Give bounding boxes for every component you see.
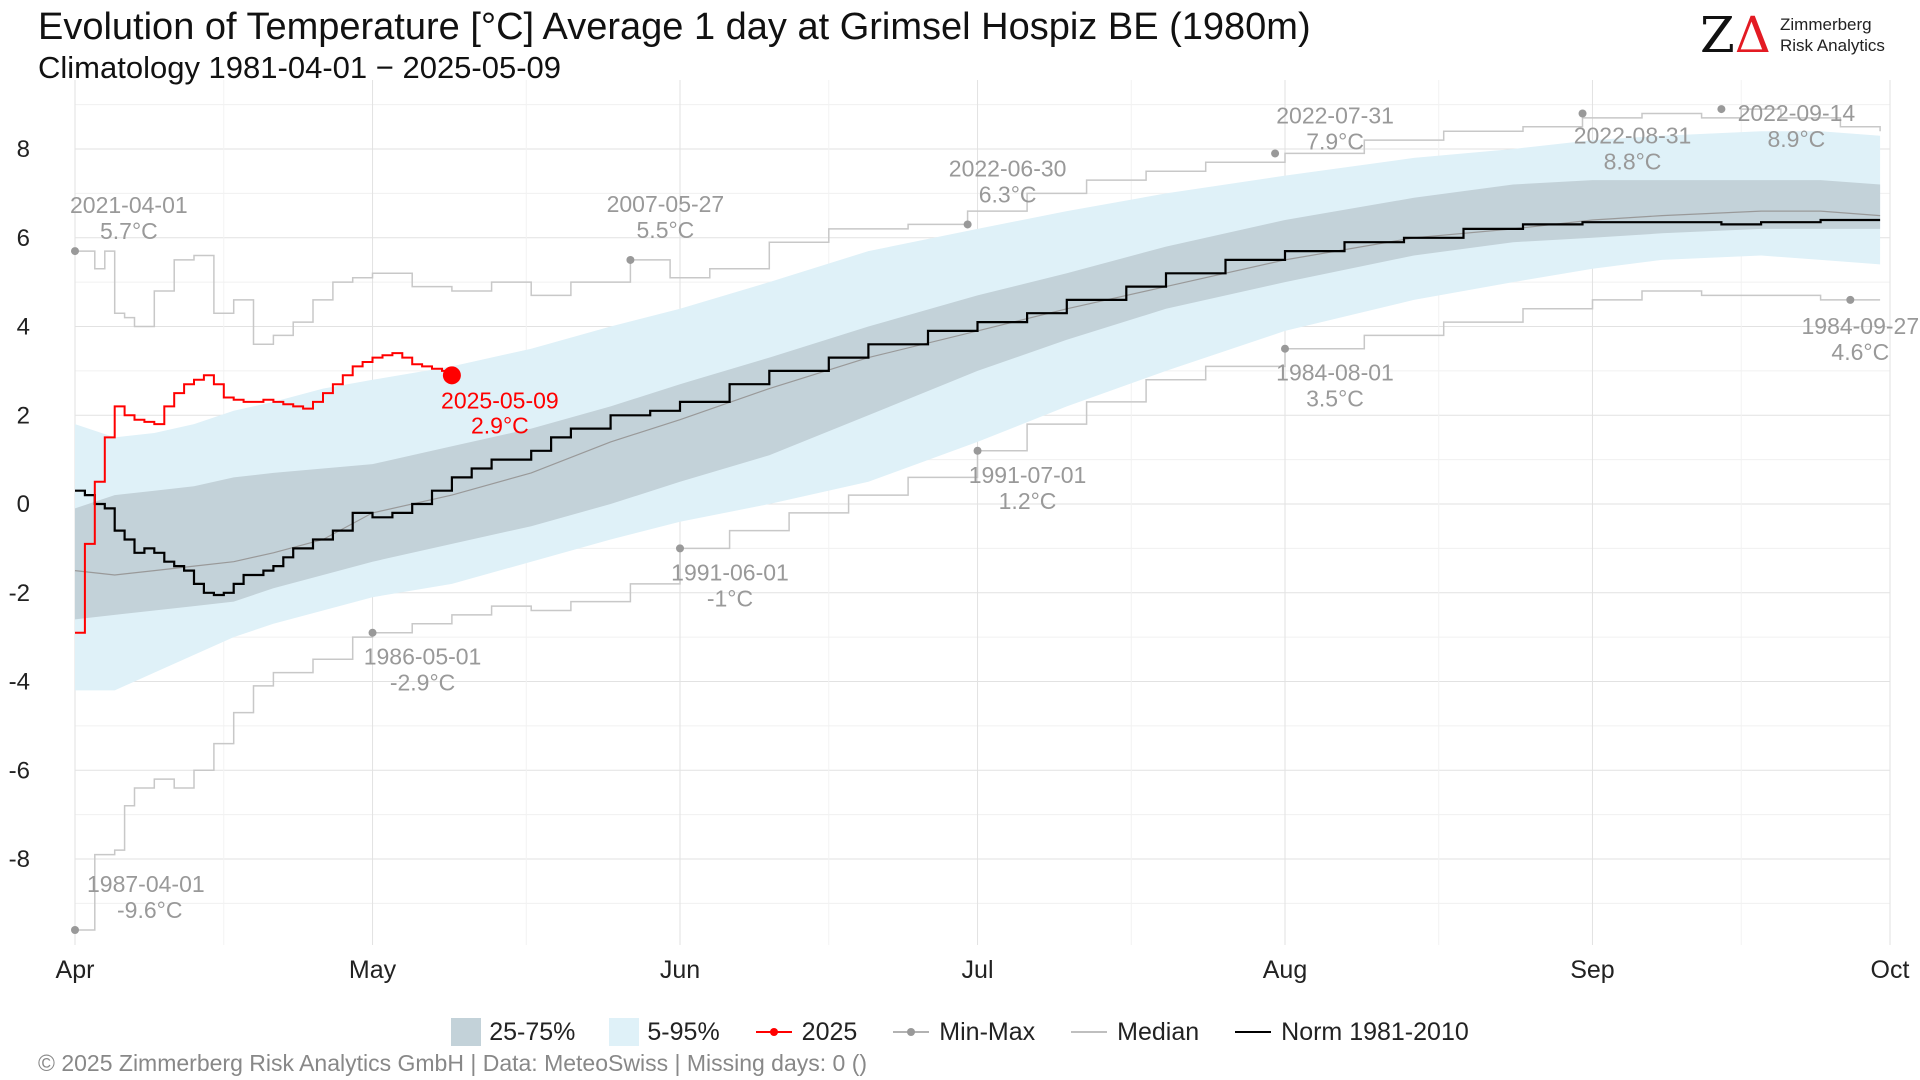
record-value-label: 5.5°C [637, 217, 695, 243]
record-point [973, 446, 982, 455]
page-title: Evolution of Temperature [°C] Average 1 … [38, 6, 1311, 48]
record-value-label: 5.7°C [100, 218, 158, 244]
record-date-label: 1987-04-01 [87, 871, 205, 897]
legend: 25-75% 5-95% 2025 Min-Max Median Norm 19… [0, 1014, 1920, 1050]
annotation-labels: 2021-04-015.7°C 2007-05-275.5°C 2022-06-30… [70, 100, 1919, 923]
page-subtitle: Climatology 1981-04-01 − 2025-05-09 [38, 50, 562, 85]
legend-item-norm: Norm 1981-2010 [1233, 1018, 1469, 1047]
annotation-points [71, 105, 1855, 934]
axis-labels: 8 6 4 2 0 -2 -4 -6 -8 Apr May Jun Jul Aug Sep Oct [9, 136, 1910, 984]
legend-swatch-norm [1235, 1031, 1272, 1033]
record-date-label: 1984-08-01 [1276, 360, 1394, 386]
x-tick-label: May [349, 956, 397, 984]
legend-swatch-median [1071, 1031, 1108, 1033]
y-tick-label: -4 [9, 669, 30, 696]
x-tick-label: Oct [1871, 956, 1910, 984]
legend-swatch-minmax [893, 1028, 930, 1036]
record-point [676, 544, 684, 553]
record-date-label: 2022-09-14 [1738, 100, 1856, 126]
record-point [626, 255, 635, 264]
series-max-line [75, 108, 1881, 346]
y-tick-label: 6 [17, 225, 30, 252]
band-5-95 [75, 131, 1881, 691]
logo-mark: ZΔ [1700, 6, 1771, 64]
record-value-label: -9.6°C [117, 897, 182, 923]
series-2025-line [75, 352, 453, 634]
series-median-line [74, 210, 1881, 576]
record-value-label: 6.3°C [979, 181, 1037, 207]
record-point [1717, 105, 1726, 114]
y-tick-label: 2 [17, 402, 30, 429]
logo-text: Zimmerberg Risk Analytics [1780, 15, 1885, 55]
footer-credit: © 2025 Zimmerberg Risk Analytics GmbH | … [38, 1050, 868, 1076]
x-tick-label: Apr [56, 956, 95, 984]
record-value-label: 7.9°C [1306, 128, 1364, 154]
y-tick-label: -6 [9, 757, 30, 784]
legend-item-25-75: 25-75% [451, 1018, 575, 1047]
y-tick-label: 8 [17, 136, 30, 163]
record-point [1578, 109, 1587, 118]
record-value-label: 4.6°C [1831, 339, 1889, 365]
x-tick-label: Jul [962, 956, 994, 984]
legend-item-2025: 2025 [754, 1018, 857, 1047]
record-value-label: 8.9°C [1768, 126, 1826, 152]
band-25-75 [75, 180, 1881, 620]
record-value-label: 3.5°C [1306, 386, 1364, 412]
x-tick-label: Jun [660, 956, 700, 984]
record-date-label: 2022-06-30 [949, 155, 1067, 181]
record-value-label: -1°C [707, 585, 753, 611]
current-date-label: 2025-05-09 [441, 387, 559, 413]
temperature-chart: 2021-04-015.7°C 2007-05-275.5°C 2022-06-30… [9, 80, 1919, 984]
record-point [368, 628, 377, 637]
record-date-label: 2022-07-31 [1276, 102, 1394, 128]
record-point [1271, 149, 1280, 158]
y-tick-label: -2 [9, 580, 30, 607]
legend-item-5-95: 5-95% [609, 1018, 720, 1047]
y-tick-label: 0 [17, 491, 30, 518]
record-value-label: -2.9°C [390, 670, 455, 696]
company-logo: ZΔ Zimmerberg Risk Analytics [1700, 10, 1910, 60]
record-date-label: 1986-05-01 [364, 644, 482, 670]
x-tick-label: Sep [1570, 956, 1614, 984]
series-lines [74, 108, 1881, 931]
current-value-label: 2.9°C [471, 412, 529, 438]
percentile-bands [75, 131, 1881, 691]
x-tick-label: Aug [1263, 956, 1307, 984]
current-marker [442, 366, 461, 385]
series-min-line [75, 290, 1881, 931]
record-point [1846, 295, 1855, 304]
record-point [963, 220, 972, 229]
grid [74, 80, 1891, 945]
series-norm-line [75, 218, 1881, 597]
legend-item-minmax: Min-Max [891, 1018, 1035, 1047]
record-point [1281, 344, 1289, 353]
record-value-label: 1.2°C [999, 488, 1057, 514]
record-date-label: 2021-04-01 [70, 192, 188, 218]
legend-swatch-25-75 [451, 1018, 482, 1046]
legend-item-median: Median [1069, 1018, 1199, 1047]
legend-swatch-5-95 [609, 1018, 640, 1046]
legend-swatch-2025 [755, 1028, 792, 1036]
record-date-label: 1991-07-01 [969, 462, 1087, 488]
record-point [71, 247, 79, 256]
record-value-label: 8.8°C [1604, 149, 1662, 175]
record-date-label: 1984-09-27 [1801, 313, 1919, 339]
record-date-label: 1991-06-01 [671, 559, 789, 585]
record-point [71, 926, 79, 934]
y-tick-label: -8 [9, 846, 30, 873]
y-tick-label: 4 [17, 314, 30, 341]
record-date-label: 2022-08-31 [1574, 123, 1692, 149]
record-date-label: 2007-05-27 [607, 191, 725, 217]
